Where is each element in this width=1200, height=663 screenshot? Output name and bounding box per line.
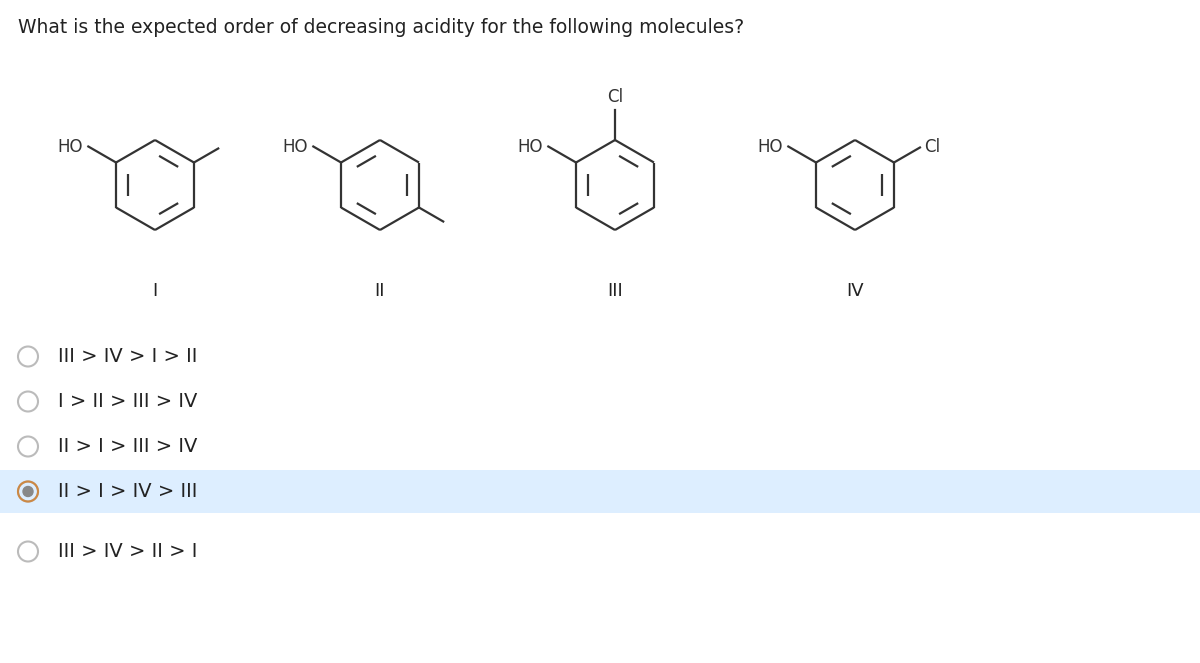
Text: Cl: Cl xyxy=(924,139,940,156)
Text: III: III xyxy=(607,282,623,300)
Text: What is the expected order of decreasing acidity for the following molecules?: What is the expected order of decreasing… xyxy=(18,18,744,37)
Text: I > II > III > IV: I > II > III > IV xyxy=(58,392,197,411)
Text: HO: HO xyxy=(758,137,784,156)
Text: Cl: Cl xyxy=(607,88,623,106)
Text: IV: IV xyxy=(846,282,864,300)
Circle shape xyxy=(23,487,34,497)
Text: II > I > IV > III: II > I > IV > III xyxy=(58,482,197,501)
Text: I: I xyxy=(152,282,157,300)
Text: III > IV > II > I: III > IV > II > I xyxy=(58,542,197,561)
Text: HO: HO xyxy=(283,137,308,156)
Text: III > IV > I > II: III > IV > I > II xyxy=(58,347,197,366)
Text: II: II xyxy=(374,282,385,300)
Bar xyxy=(0,470,1200,513)
Text: II > I > III > IV: II > I > III > IV xyxy=(58,437,197,456)
Text: HO: HO xyxy=(58,137,83,156)
Text: HO: HO xyxy=(518,137,544,156)
